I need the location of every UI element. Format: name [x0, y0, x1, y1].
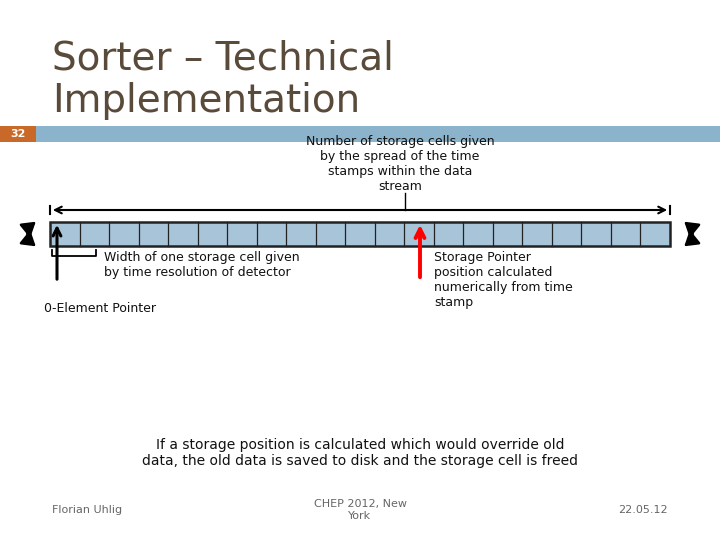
FancyArrowPatch shape	[686, 223, 699, 245]
Text: Implementation: Implementation	[52, 82, 360, 120]
Text: Florian Uhlig: Florian Uhlig	[52, 505, 122, 515]
FancyArrowPatch shape	[21, 223, 34, 245]
Text: CHEP 2012, New
York: CHEP 2012, New York	[313, 499, 407, 521]
Text: Number of storage cells given
by the spread of the time
stamps within the data
s: Number of storage cells given by the spr…	[306, 135, 495, 193]
Text: If a storage position is calculated which would override old
data, the old data : If a storage position is calculated whic…	[142, 438, 578, 468]
Text: 32: 32	[10, 129, 26, 139]
Text: Sorter – Technical: Sorter – Technical	[52, 40, 394, 78]
Text: Storage Pointer
position calculated
numerically from time
stamp: Storage Pointer position calculated nume…	[434, 251, 572, 309]
Bar	[0, 126, 36, 142]
Text: 22.05.12: 22.05.12	[618, 505, 668, 515]
Bar	[0, 126, 720, 142]
Text: Width of one storage cell given
by time resolution of detector: Width of one storage cell given by time …	[104, 251, 300, 279]
Bar	[50, 222, 670, 246]
Text: 0-Element Pointer: 0-Element Pointer	[44, 302, 156, 315]
